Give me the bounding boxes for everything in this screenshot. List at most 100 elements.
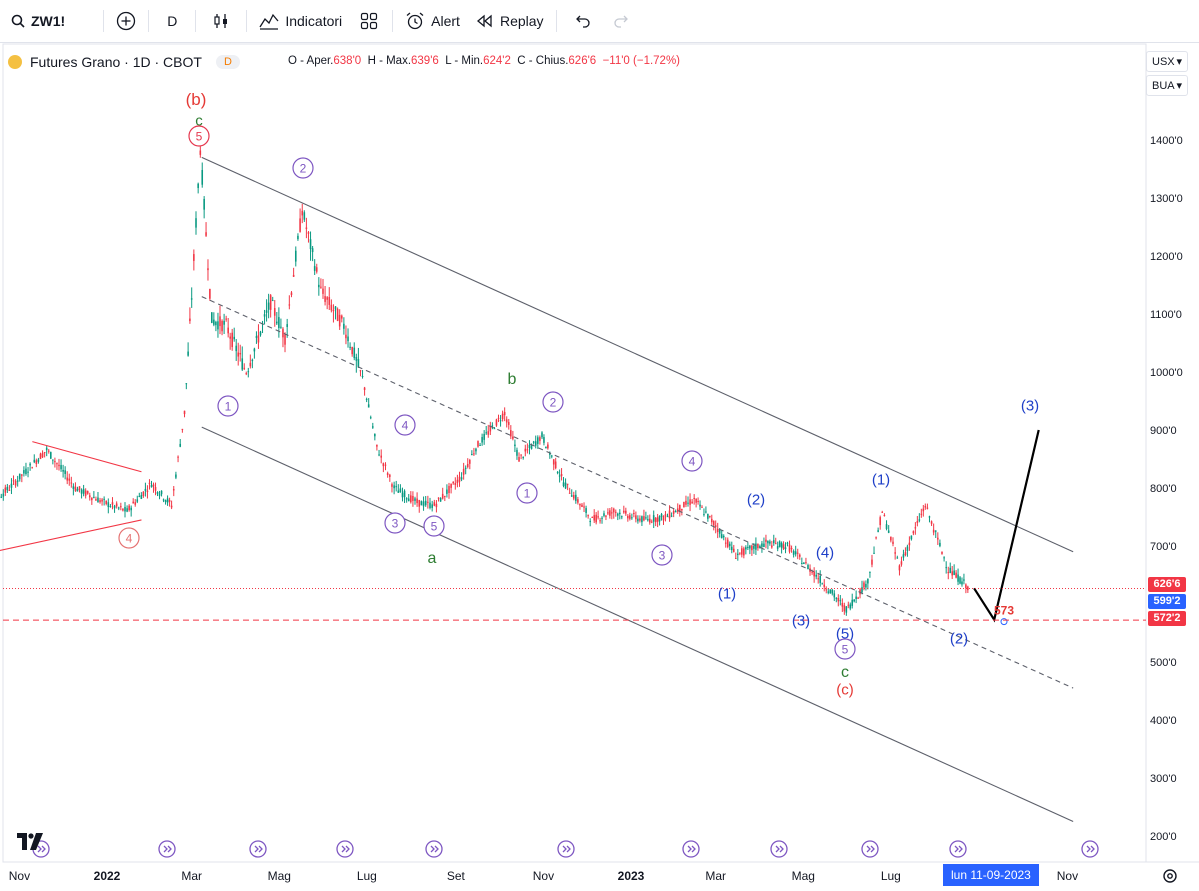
wave-label[interactable]: (3): [792, 612, 810, 629]
candle-body: [827, 591, 830, 593]
wave-label[interactable]: 4: [126, 531, 133, 545]
candle-body: [679, 504, 681, 512]
candle-body: [0, 496, 3, 498]
candle-body: [815, 574, 817, 577]
settings-gear-icon[interactable]: [1163, 869, 1177, 883]
wave-label[interactable]: 5: [196, 129, 203, 143]
candle-body: [904, 552, 907, 556]
candle-body: [412, 495, 414, 501]
event-marker-icon[interactable]: [949, 840, 967, 858]
candle-body: [189, 318, 191, 322]
symbol-legend[interactable]: Futures Grano · 1D · CBOT D: [8, 51, 240, 73]
candle-body: [819, 575, 822, 583]
time-axis-label: 2022: [94, 869, 121, 883]
candle-body: [152, 484, 155, 487]
wave-label[interactable]: 3: [392, 516, 399, 530]
candle-body: [330, 304, 333, 311]
candle-body: [660, 514, 663, 517]
undo-button[interactable]: [561, 0, 605, 43]
candle-body: [267, 302, 270, 310]
time-axis[interactable]: Nov 2022 Mar Mag Lug Set Nov 2023 Mar Mag Lug Nov: [9, 869, 1078, 883]
wave-label[interactable]: c: [195, 112, 203, 129]
candle-body: [937, 537, 939, 540]
trend-line[interactable]: [0, 519, 142, 556]
candle-body: [920, 513, 923, 515]
candle-body: [8, 489, 11, 491]
event-marker-icon[interactable]: [770, 840, 788, 858]
candle-body: [853, 599, 855, 602]
candle-body: [227, 327, 229, 334]
candle-body: [481, 437, 483, 443]
candle-body: [902, 554, 905, 558]
chart-type-button[interactable]: [200, 0, 242, 43]
trend-line[interactable]: [201, 426, 1074, 823]
wave-label[interactable]: (4): [816, 544, 834, 561]
price-axis[interactable]: 1400'0 1300'0 1200'0 1100'0 1000'0 900'0 800'0…: [1150, 135, 1183, 843]
candle-body: [879, 517, 881, 526]
candle-body: [652, 515, 655, 522]
event-marker-arrows: [775, 845, 784, 853]
wave-label[interactable]: 1: [524, 486, 531, 500]
event-marker-icon[interactable]: [682, 840, 700, 858]
wave-label[interactable]: (2): [950, 630, 968, 647]
redo-button[interactable]: [605, 0, 637, 43]
wave-label[interactable]: (5): [836, 625, 854, 642]
candle-body: [253, 348, 256, 352]
candle-body: [914, 527, 917, 529]
unit-select[interactable]: BUA ▾: [1146, 75, 1188, 96]
trend-line[interactable]: [32, 441, 142, 473]
alert-button[interactable]: Alert: [397, 0, 468, 43]
candle-body: [84, 490, 87, 496]
candle-body: [203, 198, 205, 210]
wave-label[interactable]: (b): [186, 90, 207, 109]
wave-label[interactable]: 5: [431, 519, 438, 533]
currency-select[interactable]: USX ▾: [1146, 51, 1188, 72]
candle-body: [560, 474, 563, 476]
wave-label[interactable]: b: [508, 371, 517, 388]
event-marker-icon[interactable]: [1081, 840, 1099, 858]
wave-label[interactable]: c: [841, 664, 849, 681]
compare-button[interactable]: [108, 0, 144, 43]
candle-body: [595, 514, 597, 523]
candle-body: [633, 513, 635, 515]
event-marker-icon[interactable]: [336, 840, 354, 858]
wave-label[interactable]: 4: [402, 418, 409, 432]
interval-button[interactable]: D: [153, 0, 191, 43]
trend-line[interactable]: [201, 156, 1074, 553]
wave-label[interactable]: 3: [659, 548, 666, 562]
wave-label[interactable]: 4: [689, 454, 696, 468]
wave-label[interactable]: a: [428, 550, 437, 567]
wave-label[interactable]: 2: [550, 395, 557, 409]
layouts-button[interactable]: [350, 0, 388, 43]
wave-label[interactable]: (1): [718, 585, 736, 602]
tradingview-logo[interactable]: [17, 833, 43, 850]
candle-body: [912, 531, 915, 534]
wave-label[interactable]: (c): [836, 681, 854, 698]
symbol-search-button[interactable]: ZW1!: [0, 0, 73, 43]
indicators-button[interactable]: Indicatori: [251, 0, 350, 43]
wave-circle: [118, 527, 140, 549]
market-status-badge[interactable]: D: [215, 55, 240, 69]
wave-label[interactable]: 5: [842, 642, 849, 656]
wave-label[interactable]: 2: [300, 161, 307, 175]
event-marker-icon[interactable]: [557, 840, 575, 858]
replay-button[interactable]: Replay: [468, 0, 552, 43]
trend-line[interactable]: [201, 296, 1074, 689]
wave-label[interactable]: (1): [872, 471, 890, 488]
event-marker-icon[interactable]: [158, 840, 176, 858]
candle-body: [959, 577, 961, 584]
wave-label[interactable]: (3): [1021, 397, 1039, 414]
wave-label[interactable]: 573: [994, 603, 1014, 617]
wave-label[interactable]: (2): [747, 491, 765, 508]
trend-lines[interactable]: [0, 156, 1074, 823]
event-marker-icon[interactable]: [861, 840, 879, 858]
event-markers[interactable]: [32, 840, 1099, 858]
wave-label[interactable]: 1: [225, 399, 232, 413]
event-marker-arrows: [687, 845, 696, 853]
event-marker-icon[interactable]: [249, 840, 267, 858]
candle-body: [444, 495, 446, 497]
event-marker-icon[interactable]: [425, 840, 443, 858]
target-marker[interactable]: [1000, 618, 1008, 626]
